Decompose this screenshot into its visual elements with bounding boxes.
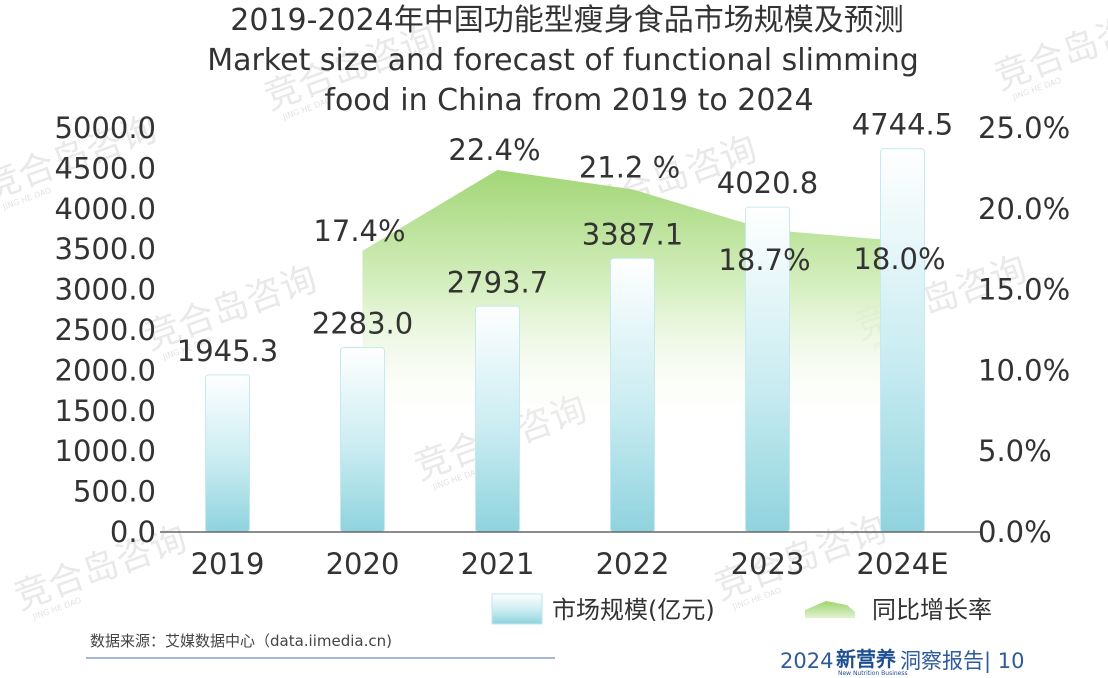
y-right-tick-label: 10.0% — [978, 353, 1070, 387]
y-left-tick-label: 500.0 — [73, 475, 156, 509]
watermark-text: 竞合岛咨询 — [9, 518, 192, 618]
legend-swatch-market-size — [491, 593, 543, 625]
bar-2019 — [205, 374, 250, 533]
legend: 市场规模(亿元) 同比增长率 — [491, 593, 992, 625]
y-right-tick-label: 5.0% — [978, 434, 1052, 468]
bar-value-label: 4020.8 — [717, 166, 818, 200]
source-note: 数据来源：艾媒数据中心（data.iimedia.cn) — [90, 632, 392, 650]
bar-2024E — [880, 148, 925, 533]
chart-subtitle-line-2: food in China from 2019 to 2024 — [324, 83, 813, 118]
bar-value-label: 3387.1 — [582, 217, 683, 251]
growth-rate-label: 18.0% — [853, 242, 945, 276]
growth-rate-label: 18.7% — [718, 243, 810, 277]
y-left-tick-label: 4000.0 — [55, 192, 156, 226]
y-right-tick-label: 25.0% — [978, 111, 1070, 145]
axis-layer: 0.0 500.0 1000.0 1500.0 2000.0 2500.0 3000.0 35… — [55, 111, 1071, 581]
bar-value-label: 2793.7 — [447, 265, 548, 299]
y-right-tick-label: 20.0% — [978, 192, 1070, 226]
y-left-tick-label: 5000.0 — [55, 111, 156, 145]
legend-label-growth-rate: 同比增长率 — [872, 596, 992, 624]
x-tick-label-2020: 2020 — [326, 547, 400, 581]
growth-rate-label: 22.4% — [448, 133, 540, 167]
bar-value-label: 1945.3 — [177, 334, 278, 368]
x-tick-label-2019: 2019 — [191, 547, 265, 581]
y-left-tick-label: 4500.0 — [55, 151, 156, 185]
legend-label-market-size: 市场规模(亿元) — [552, 596, 715, 624]
footer: 2024 新营养 New Nutrition Business 洞察报告| 10 — [780, 647, 1024, 677]
bar-2020 — [340, 347, 385, 533]
growth-rate-label: 21.2 % — [579, 150, 680, 184]
chart-subtitle-line-1: Market size and forecast of functional s… — [207, 43, 919, 78]
label-layer: 1945.3 2283.0 2793.7 3387.1 4020.8 4744.5 17.4… — [177, 108, 953, 368]
x-tick-label-2021: 2021 — [461, 547, 535, 581]
x-tick-label-2023: 2023 — [731, 547, 805, 581]
bar-2021 — [475, 305, 520, 533]
y-left-tick-label: 2000.0 — [55, 353, 156, 387]
y-left-tick-label: 1500.0 — [55, 394, 156, 428]
legend-swatch-growth-rate — [805, 601, 855, 618]
x-tick-label-2022: 2022 — [596, 547, 670, 581]
growth-rate-label: 17.4% — [313, 214, 405, 248]
y-left-tick-label: 3000.0 — [55, 273, 156, 307]
bar-2022 — [610, 257, 655, 533]
y-right-tick-label: 0.0% — [978, 515, 1052, 549]
footer-brand-sub: New Nutrition Business — [838, 670, 908, 677]
y-right-tick-label: 15.0% — [978, 273, 1070, 307]
footer-brand: 新营养 — [836, 647, 896, 671]
x-tick-label-2024E: 2024E — [856, 547, 948, 581]
bar-value-label: 2283.0 — [312, 307, 413, 341]
footer-year: 2024 — [780, 649, 833, 673]
footer-report-title: 洞察报告| 10 — [900, 649, 1024, 674]
y-left-tick-label: 1000.0 — [55, 434, 156, 468]
y-left-tick-label: 0.0 — [110, 515, 156, 549]
bar-layer — [205, 148, 925, 533]
chart-title: 2019-2024年中国功能型瘦身食品市场规模及预测 — [230, 3, 904, 38]
y-left-tick-label: 3500.0 — [55, 232, 156, 266]
bar-value-label: 4744.5 — [852, 108, 953, 142]
y-left-tick-label: 2500.0 — [55, 313, 156, 347]
